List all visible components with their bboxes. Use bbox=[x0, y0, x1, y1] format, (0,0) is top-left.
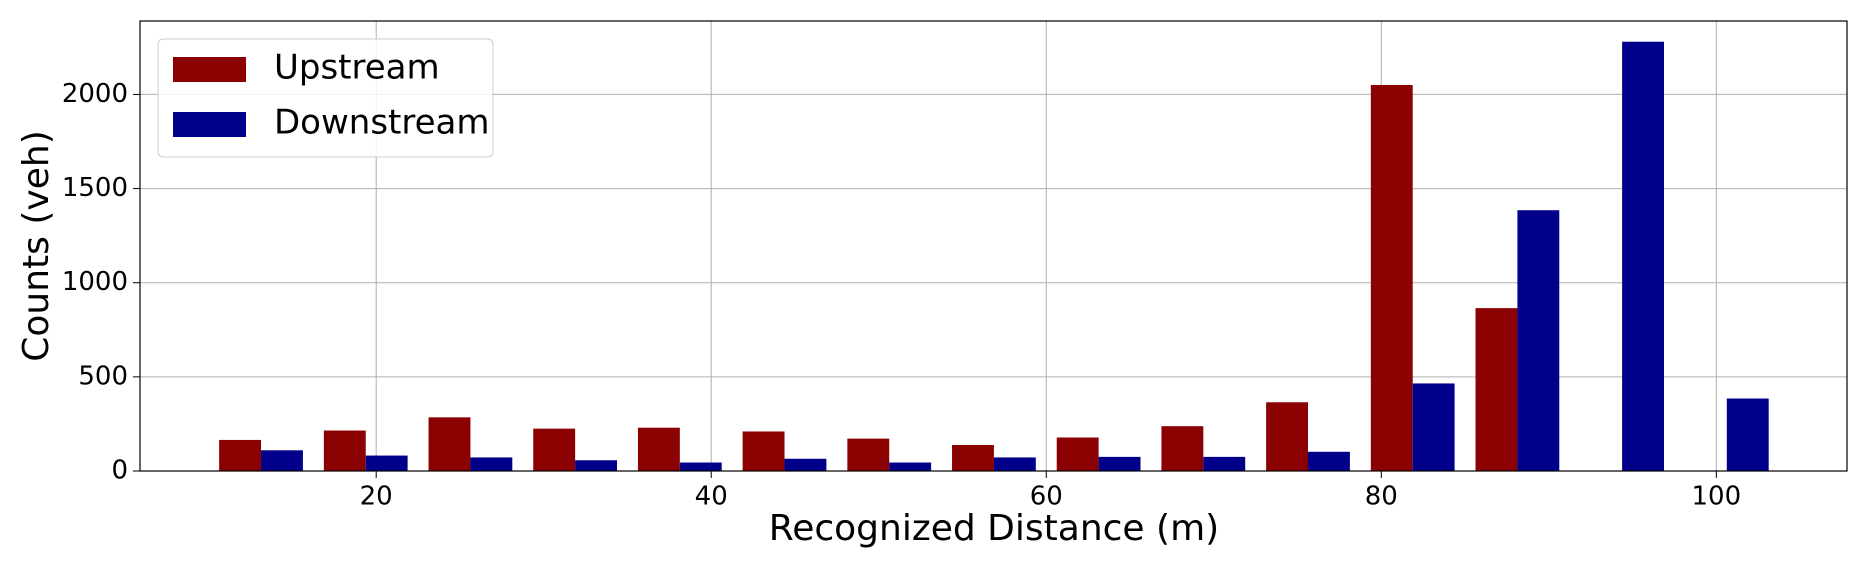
bar bbox=[847, 438, 890, 471]
bar bbox=[784, 458, 827, 471]
bar bbox=[1622, 41, 1664, 471]
x-tick-label: 60 bbox=[1030, 482, 1063, 512]
bar bbox=[993, 457, 1036, 471]
bar bbox=[1098, 456, 1141, 471]
bar bbox=[1266, 402, 1309, 471]
bar bbox=[889, 462, 932, 471]
bar bbox=[1370, 85, 1413, 472]
y-tick-label: 1000 bbox=[62, 267, 128, 297]
bar bbox=[261, 450, 303, 471]
legend-label: Downstream bbox=[274, 103, 490, 143]
bar bbox=[533, 428, 576, 471]
bar bbox=[1308, 451, 1350, 471]
bar bbox=[1203, 456, 1246, 471]
y-tick-label: 500 bbox=[78, 361, 128, 391]
bar bbox=[1161, 426, 1204, 471]
y-tick-label: 1500 bbox=[62, 173, 128, 203]
y-axis-label: Counts (veh) bbox=[16, 130, 57, 361]
bar bbox=[365, 455, 408, 471]
x-tick-label: 40 bbox=[695, 482, 728, 512]
bar bbox=[428, 417, 471, 471]
bar bbox=[323, 430, 366, 471]
x-tick-label: 20 bbox=[360, 482, 393, 512]
x-axis-label: Recognized Distance (m) bbox=[769, 508, 1219, 549]
bar bbox=[1517, 210, 1560, 471]
bar bbox=[1475, 308, 1518, 471]
bar bbox=[742, 431, 785, 471]
y-tick-label: 2000 bbox=[62, 79, 128, 109]
bar bbox=[575, 460, 618, 471]
legend-swatch bbox=[173, 57, 246, 82]
bar bbox=[219, 439, 262, 471]
bar bbox=[1726, 398, 1769, 471]
y-tick-label: 0 bbox=[111, 456, 128, 486]
x-tick-label: 100 bbox=[1692, 482, 1742, 512]
bar bbox=[679, 462, 722, 471]
bar bbox=[637, 427, 680, 471]
bar bbox=[1412, 383, 1455, 471]
bar bbox=[952, 445, 994, 471]
bar bbox=[470, 457, 513, 471]
plot-frame bbox=[139, 20, 1848, 472]
legend-label: Upstream bbox=[274, 48, 440, 88]
legend-swatch bbox=[173, 112, 246, 137]
bar bbox=[1056, 437, 1099, 471]
x-tick-label: 80 bbox=[1365, 482, 1398, 512]
